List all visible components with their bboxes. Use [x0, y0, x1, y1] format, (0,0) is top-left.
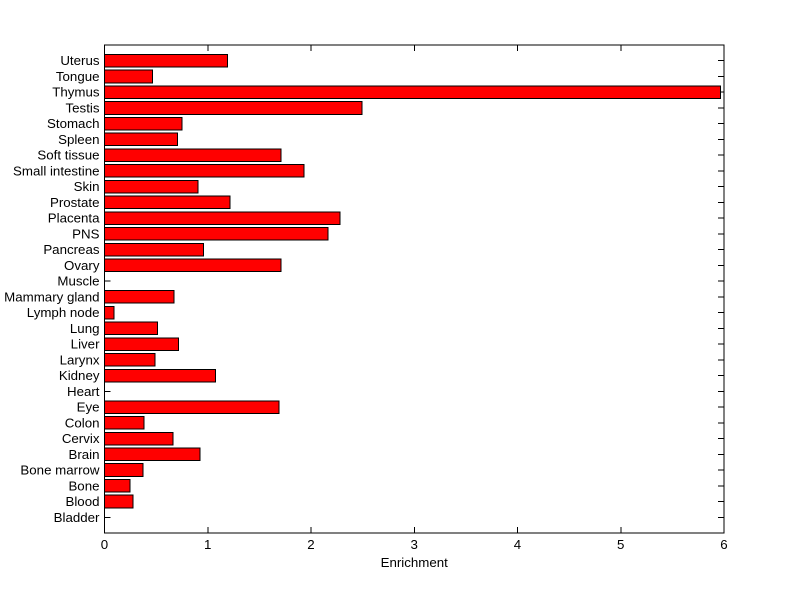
svg-text:3: 3 [411, 537, 418, 552]
svg-text:Heart: Heart [67, 384, 100, 399]
svg-text:Lung: Lung [70, 321, 100, 336]
svg-text:Lymph node: Lymph node [27, 305, 100, 320]
svg-text:Cervix: Cervix [62, 431, 100, 446]
svg-text:Tongue: Tongue [56, 69, 100, 84]
svg-text:5: 5 [617, 537, 624, 552]
svg-text:4: 4 [514, 537, 521, 552]
svg-text:Eye: Eye [77, 400, 100, 415]
svg-text:Testis: Testis [66, 100, 100, 115]
svg-text:Prostate: Prostate [50, 195, 100, 210]
svg-text:1: 1 [204, 537, 211, 552]
svg-text:Stomach: Stomach [47, 116, 99, 131]
svg-text:Skin: Skin [74, 179, 100, 194]
svg-text:Spleen: Spleen [58, 132, 99, 147]
svg-text:Liver: Liver [71, 337, 100, 352]
svg-text:Ovary: Ovary [64, 258, 100, 273]
svg-text:Placenta: Placenta [48, 211, 100, 226]
svg-text:Bone marrow: Bone marrow [20, 463, 99, 478]
svg-text:Thymus: Thymus [52, 85, 100, 100]
svg-text:Pancreas: Pancreas [43, 242, 100, 257]
svg-text:Kidney: Kidney [59, 368, 100, 383]
svg-text:Muscle: Muscle [57, 274, 99, 289]
svg-text:Bladder: Bladder [54, 510, 100, 525]
svg-text:Brain: Brain [68, 447, 99, 462]
svg-text:Larynx: Larynx [60, 352, 100, 367]
svg-text:Enrichment: Enrichment [381, 555, 449, 570]
svg-text:Blood: Blood [65, 494, 99, 509]
svg-text:Uterus: Uterus [60, 53, 100, 68]
svg-text:Mammary gland: Mammary gland [4, 289, 99, 304]
svg-text:2: 2 [307, 537, 314, 552]
svg-text:6: 6 [720, 537, 727, 552]
svg-text:0: 0 [101, 537, 108, 552]
svg-text:Bone: Bone [68, 478, 99, 493]
svg-text:PNS: PNS [72, 226, 99, 241]
svg-text:Small intestine: Small intestine [13, 163, 99, 178]
svg-text:Soft tissue: Soft tissue [37, 148, 99, 163]
svg-text:Colon: Colon [65, 415, 100, 430]
